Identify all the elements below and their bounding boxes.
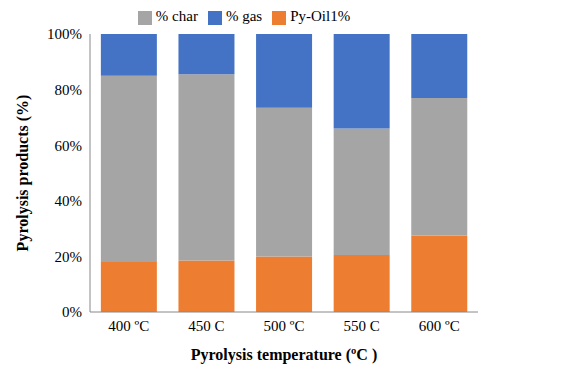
svg-text:80%: 80%: [55, 82, 83, 98]
svg-text:0%: 0%: [62, 304, 82, 320]
svg-text:Pyrolysis temperature (ºC ): Pyrolysis temperature (ºC ): [191, 346, 377, 364]
svg-text:100%: 100%: [47, 26, 82, 42]
svg-text:60%: 60%: [55, 138, 83, 154]
html-text:% gas: % gas: [225, 8, 263, 24]
svg-text:40%: 40%: [55, 193, 83, 209]
html-text:% char: % char: [155, 8, 198, 24]
svg-text:450 C: 450 C: [188, 318, 224, 334]
html-text:Py-Oil1%: Py-Oil1%: [290, 8, 351, 24]
svg-text:550 C: 550 C: [343, 318, 379, 334]
svg-text:400 ºC: 400 ºC: [108, 318, 149, 334]
svg-text:500 ºC: 500 ºC: [264, 318, 305, 334]
svg-text:Pyrolysis products (%): Pyrolysis products (%): [14, 95, 32, 252]
svg-text:20%: 20%: [55, 249, 83, 265]
svg-text:600 ºC: 600 ºC: [419, 318, 460, 334]
